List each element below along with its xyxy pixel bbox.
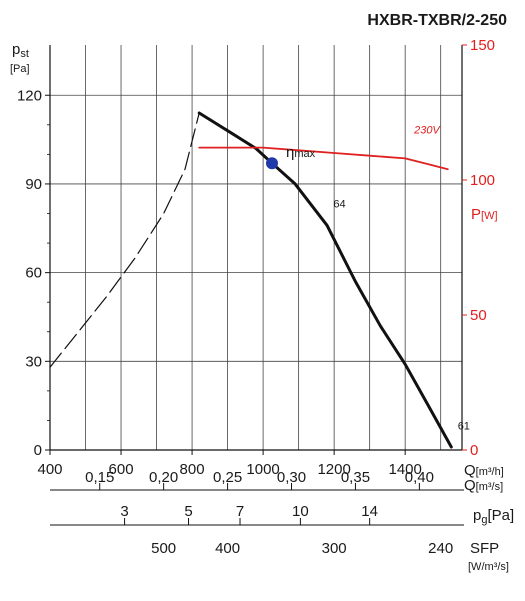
scale-label-pg: 5 — [184, 503, 192, 520]
series-line-dashed — [49, 112, 200, 368]
x-axis-label: Q[m³/h] — [464, 462, 504, 479]
y-left-tick-label: 120 — [17, 87, 42, 104]
secondary-scales: 0,15 0,20 0,25 0,30 0,35 0,40 3 5 7 10 14 500 400 300… — [50, 469, 514, 573]
scale-unit-sfp: SFP — [470, 540, 499, 557]
scale-label-q_m3s: 0,30 — [277, 469, 306, 486]
y-left-axis-label: pst [Pa] — [10, 41, 30, 75]
y-left-label-main: p — [12, 41, 20, 58]
scale-label-sfp: 240 — [428, 540, 453, 557]
scale-label-q_m3s: 0,40 — [405, 469, 434, 486]
annotations: ηmax 64 230V 61 — [265, 125, 470, 432]
voltage-label: 230V — [413, 125, 441, 137]
scale-label-pg: 7 — [236, 503, 244, 520]
curve-label: 64 — [333, 199, 345, 211]
scale-label-q_m3s: 0,15 — [85, 469, 114, 486]
x-tick-label: 1400 — [388, 461, 421, 478]
grid — [50, 45, 462, 450]
scale-unit-sfp-unit: [W/m³/s] — [468, 561, 509, 573]
x-tick-label: 400 — [37, 461, 62, 478]
chart-title: HXBR-TXBR/2-250 — [367, 12, 507, 29]
x-tick-label: 1000 — [246, 461, 279, 478]
series-layer — [49, 111, 453, 449]
scale-label-pg: 10 — [292, 503, 309, 520]
svg-text:pst: pst — [12, 41, 29, 60]
y-left-tick-label: 60 — [25, 265, 42, 282]
scale-label-sfp: 500 — [151, 540, 176, 557]
y-right-tick-label: 150 — [470, 37, 495, 54]
axes — [45, 44, 467, 455]
x-label-main: Q — [464, 462, 476, 479]
y-left-tick-label: 30 — [25, 353, 42, 370]
y-left-label-sub: st — [20, 48, 29, 60]
y-left-tick-label: 90 — [25, 176, 42, 193]
x-unit: [m³/h] — [476, 466, 504, 478]
y-left-unit: [Pa] — [10, 63, 30, 75]
eta-max-label: ηmax — [286, 144, 316, 161]
y-right-label-main: P — [471, 206, 481, 223]
scale-unit-pg: pg[Pa] — [473, 507, 514, 526]
y-right-tick-label: 50 — [470, 307, 487, 324]
scale-unit-q-m3s: Q[m³/s] — [464, 477, 503, 494]
eta-max-marker — [265, 157, 278, 170]
y-right-unit: [W] — [481, 210, 498, 222]
y-right-tick-label: 0 — [470, 442, 478, 459]
x-tick-label: 1200 — [317, 461, 350, 478]
series-line-230v — [198, 146, 449, 171]
series-line-64 — [197, 111, 453, 449]
scale-label-sfp: 300 — [322, 540, 347, 557]
svg-text:Q[m³/h]: Q[m³/h] — [464, 462, 504, 479]
scale-label-sfp: 400 — [215, 540, 240, 557]
svg-text:P[W]: P[W] — [471, 206, 498, 223]
scale-label-q_m3s: 0,35 — [341, 469, 370, 486]
curve-label: 61 — [458, 420, 470, 432]
scale-label-q_m3s: 0,25 — [213, 469, 242, 486]
scale-label-pg: 14 — [361, 503, 378, 520]
y-right-axis-label: P[W] — [471, 206, 498, 223]
y-right-tick-label: 100 — [470, 172, 495, 189]
y-left-tick-label: 0 — [34, 442, 42, 459]
scale-label-pg: 3 — [120, 503, 128, 520]
scale-label-q_m3s: 0,20 — [149, 469, 178, 486]
x-tick-label: 800 — [180, 461, 205, 478]
x-tick-label: 600 — [109, 461, 134, 478]
